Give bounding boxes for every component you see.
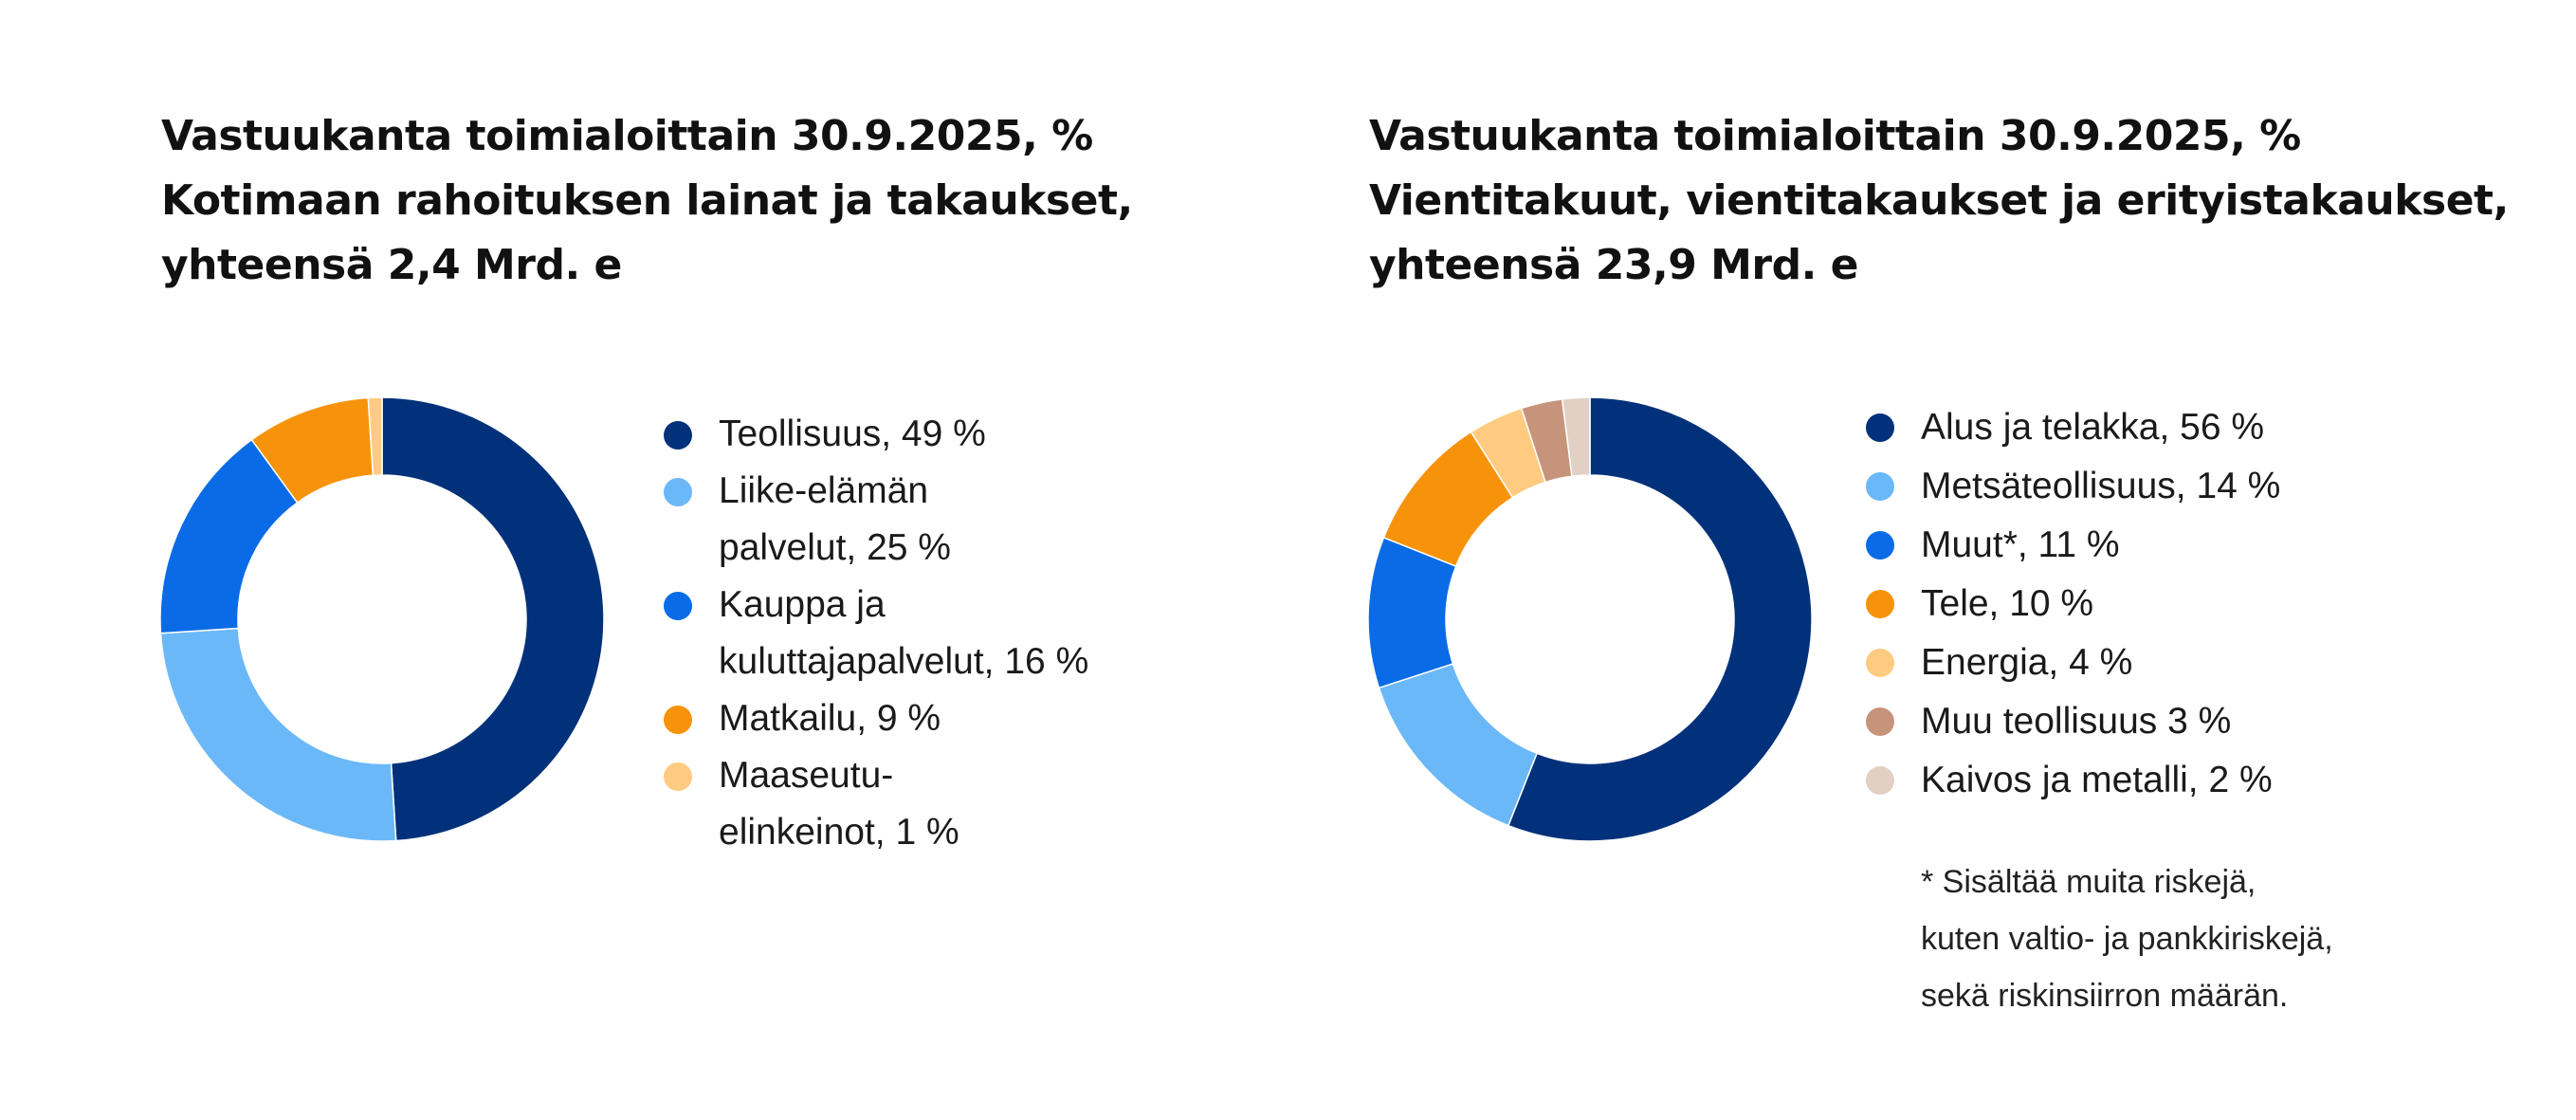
chart-title-line-2: Vientitakuut, vientitakaukset ja erityis…	[1369, 176, 2509, 225]
legend-label-line: elinkeinot, 1 %	[719, 812, 959, 853]
legend-label-line: Teollisuus, 49 %	[719, 413, 986, 454]
chart-title-line-3: yhteensä 2,4 Mrd. e	[161, 241, 622, 289]
legend-item-muut: Muut*, 11 %	[1866, 516, 2473, 575]
donut-slice-teollisuus	[381, 396, 605, 842]
legend-item-kauppa-ja-kuluttajapalvelut: Kauppa ja kuluttajapalvelut, 16 %	[664, 577, 1195, 690]
legend-domestic: Teollisuus, 49 % Liike-elämän palvelut, 25…	[664, 406, 1195, 861]
donut-chart-domestic	[159, 396, 605, 842]
chart-panel-export: Vastuukanta toimialoittain 30.9.2025, % …	[1288, 0, 2576, 1120]
chart-title-line-3: yhteensä 23,9 Mrd. e	[1369, 241, 1858, 289]
legend-label-line: Energia, 4 %	[1921, 642, 2133, 683]
legend-swatch	[664, 592, 692, 620]
legend-swatch	[1866, 590, 1894, 618]
legend-export: Alus ja telakka, 56 % Metsäteollisuus, 14…	[1866, 398, 2473, 810]
legend-item-kaivos-ja-metalli: Kaivos ja metalli, 2 %	[1866, 751, 2473, 810]
donut-slice-alus-ja-telakka	[1507, 396, 1813, 842]
legend-label-line: palvelut, 25 %	[719, 527, 951, 568]
chart-title: Vastuukanta toimialoittain 30.9.2025, % …	[161, 104, 1133, 298]
legend-item-metsateollisuus: Metsäteollisuus, 14 %	[1866, 457, 2473, 516]
chart-title: Vastuukanta toimialoittain 30.9.2025, % …	[1369, 104, 2509, 298]
legend-swatch	[1866, 707, 1894, 736]
legend-item-muu-teollisuus: Muu teollisuus 3 %	[1866, 692, 2473, 751]
legend-label-line: Kaivos ja metalli, 2 %	[1921, 760, 2273, 800]
legend-item-alus-ja-telakka: Alus ja telakka, 56 %	[1866, 398, 2473, 457]
legend-label-line: Kauppa ja	[719, 584, 886, 625]
donut-slice-metsateollisuus	[1378, 663, 1539, 827]
legend-swatch	[664, 762, 692, 791]
footnote: * Sisältää muita riskejä, kuten valtio- …	[1921, 854, 2333, 1024]
chart-title-line-1: Vastuukanta toimialoittain 30.9.2025, %	[1369, 112, 2301, 160]
legend-label-line: Muu teollisuus 3 %	[1921, 701, 2232, 742]
legend-swatch	[1866, 649, 1894, 677]
legend-swatch	[1866, 766, 1894, 795]
legend-item-tele: Tele, 10 %	[1866, 575, 2473, 633]
legend-label-line: Liike-elämän	[719, 470, 929, 511]
legend-swatch	[664, 706, 692, 734]
legend-item-teollisuus: Teollisuus, 49 %	[664, 406, 1195, 463]
footnote-line-1: * Sisältää muita riskejä,	[1921, 864, 2256, 900]
footnote-line-2: kuten valtio- ja pankkiriskejä,	[1921, 921, 2333, 957]
legend-label-line: Matkailu, 9 %	[719, 698, 941, 739]
chart-panel-domestic: Vastuukanta toimialoittain 30.9.2025, % …	[159, 104, 1195, 861]
legend-item-matkailu: Matkailu, 9 %	[664, 690, 1195, 747]
donut-slice-maaseutu-elinkeinot	[367, 396, 383, 477]
legend-label-line: Metsäteollisuus, 14 %	[1921, 466, 2281, 506]
legend-label-line: Tele, 10 %	[1921, 583, 2094, 624]
donut-slice-liike-elaman-palvelut	[159, 627, 397, 842]
donut-chart-export	[1367, 396, 1813, 842]
legend-item-liike-elaman-palvelut: Liike-elämän palvelut, 25 %	[664, 463, 1195, 577]
legend-label-line: Alus ja telakka, 56 %	[1921, 407, 2265, 448]
legend-label-line: kuluttajapalvelut, 16 %	[719, 641, 1089, 682]
legend-swatch	[1866, 531, 1894, 560]
legend-swatch	[1866, 472, 1894, 501]
legend-item-energia: Energia, 4 %	[1866, 633, 2473, 692]
legend-swatch	[1866, 413, 1894, 442]
legend-item-maaseutu-elinkeinot: Maaseutu-elinkeinot, 1 %	[664, 747, 1195, 861]
footnote-line-3: sekä riskinsiirron määrän.	[1921, 978, 2289, 1014]
chart-title-line-2: Kotimaan rahoituksen lainat ja takaukset…	[161, 176, 1133, 225]
donut-slice-kaivos-ja-metalli	[1561, 396, 1591, 478]
chart-title-line-1: Vastuukanta toimialoittain 30.9.2025, %	[161, 112, 1093, 160]
legend-label-line: Maaseutu-	[719, 755, 894, 796]
legend-label-line: Muut*, 11 %	[1921, 524, 2120, 565]
legend-swatch	[664, 421, 692, 450]
legend-swatch	[664, 478, 692, 506]
